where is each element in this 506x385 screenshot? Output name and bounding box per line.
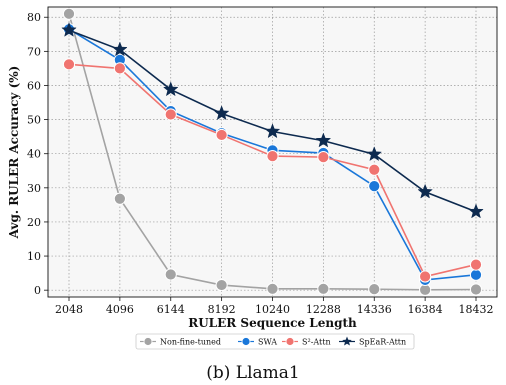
data-point-spear-attn xyxy=(162,81,179,97)
y-tick-label: 0 xyxy=(34,284,41,297)
x-tick-label: 10240 xyxy=(255,303,290,316)
data-point-swa xyxy=(368,180,381,193)
y-tick-label: 30 xyxy=(27,182,41,195)
data-point-non-fine-tuned xyxy=(215,278,228,292)
data-point-non-fine-tuned xyxy=(317,282,330,295)
legend-label-spear-attn: SpEaR-Attn xyxy=(359,338,406,347)
y-tick-label: 70 xyxy=(27,45,41,58)
legend-label-non-fine-tuned: Non-fine-tuned xyxy=(160,338,221,347)
x-tick-label: 12288 xyxy=(306,303,341,316)
x-tick-label: 4096 xyxy=(106,303,134,316)
y-axis-title: Avg. RULER Accuracy (%) xyxy=(7,66,21,240)
x-tick-label: 16384 xyxy=(408,303,443,316)
series-spear-attn xyxy=(61,22,484,219)
legend-marker-swa xyxy=(241,337,251,346)
series-non-fine-tuned xyxy=(62,7,483,296)
legend-marker-spear-attn xyxy=(342,336,352,346)
series-layer xyxy=(61,7,484,296)
y-tick-label: 50 xyxy=(27,114,41,127)
axis-ticks: 0 10 20 30 40 50 60 70 80 2048 4096 6144 8192 10240 12… xyxy=(27,11,494,316)
y-tick-label: 20 xyxy=(27,216,41,229)
data-point-non-fine-tuned xyxy=(469,283,483,296)
plot-frame xyxy=(47,6,498,298)
x-tick-label: 2048 xyxy=(55,303,83,316)
x-tick-label: 14336 xyxy=(357,303,392,316)
data-point-s-attn xyxy=(368,163,381,176)
legend-marker-non-fine-tuned xyxy=(143,337,153,346)
data-point-spear-attn xyxy=(213,105,230,121)
data-point-non-fine-tuned xyxy=(266,282,279,295)
data-point-s-attn xyxy=(164,108,177,121)
data-point-non-fine-tuned xyxy=(113,192,126,205)
series-s-attn xyxy=(62,58,483,283)
data-point-spear-attn xyxy=(315,132,332,148)
figure-caption: (b) Llama1 xyxy=(206,363,299,383)
legend-marker-s-attn xyxy=(285,337,295,346)
y-tick-label: 60 xyxy=(27,79,41,92)
legend-label-s-attn: S²-Attn xyxy=(302,338,331,347)
data-point-s-attn xyxy=(62,58,76,71)
x-axis-title: RULER Sequence Length xyxy=(188,316,357,330)
data-point-non-fine-tuned xyxy=(368,283,381,296)
data-point-s-attn xyxy=(113,62,126,75)
x-tick-label: 6144 xyxy=(157,303,185,316)
data-point-spear-attn xyxy=(112,41,128,57)
data-point-s-attn xyxy=(419,270,432,283)
x-tick-label: 8192 xyxy=(208,303,236,316)
legend-label-swa: SWA xyxy=(258,338,277,347)
y-tick-label: 80 xyxy=(27,11,41,24)
data-point-s-attn xyxy=(215,128,228,142)
data-point-spear-attn xyxy=(417,183,433,199)
data-point-s-attn xyxy=(469,258,483,271)
x-tick-label: 18432 xyxy=(459,303,494,316)
data-point-spear-attn xyxy=(61,22,77,37)
data-point-s-attn xyxy=(266,149,279,163)
data-point-swa xyxy=(469,268,483,281)
y-tick-label: 10 xyxy=(27,250,41,263)
legend: Non-fine-tuned SWA S²-Attn SpEaR-Attn xyxy=(135,333,415,350)
data-point-spear-attn xyxy=(264,123,281,139)
data-point-non-fine-tuned xyxy=(164,268,177,281)
data-point-spear-attn xyxy=(468,203,484,219)
data-point-spear-attn xyxy=(366,146,383,162)
data-point-s-attn xyxy=(317,151,330,164)
data-point-non-fine-tuned xyxy=(62,7,76,20)
y-tick-label: 40 xyxy=(27,148,41,161)
